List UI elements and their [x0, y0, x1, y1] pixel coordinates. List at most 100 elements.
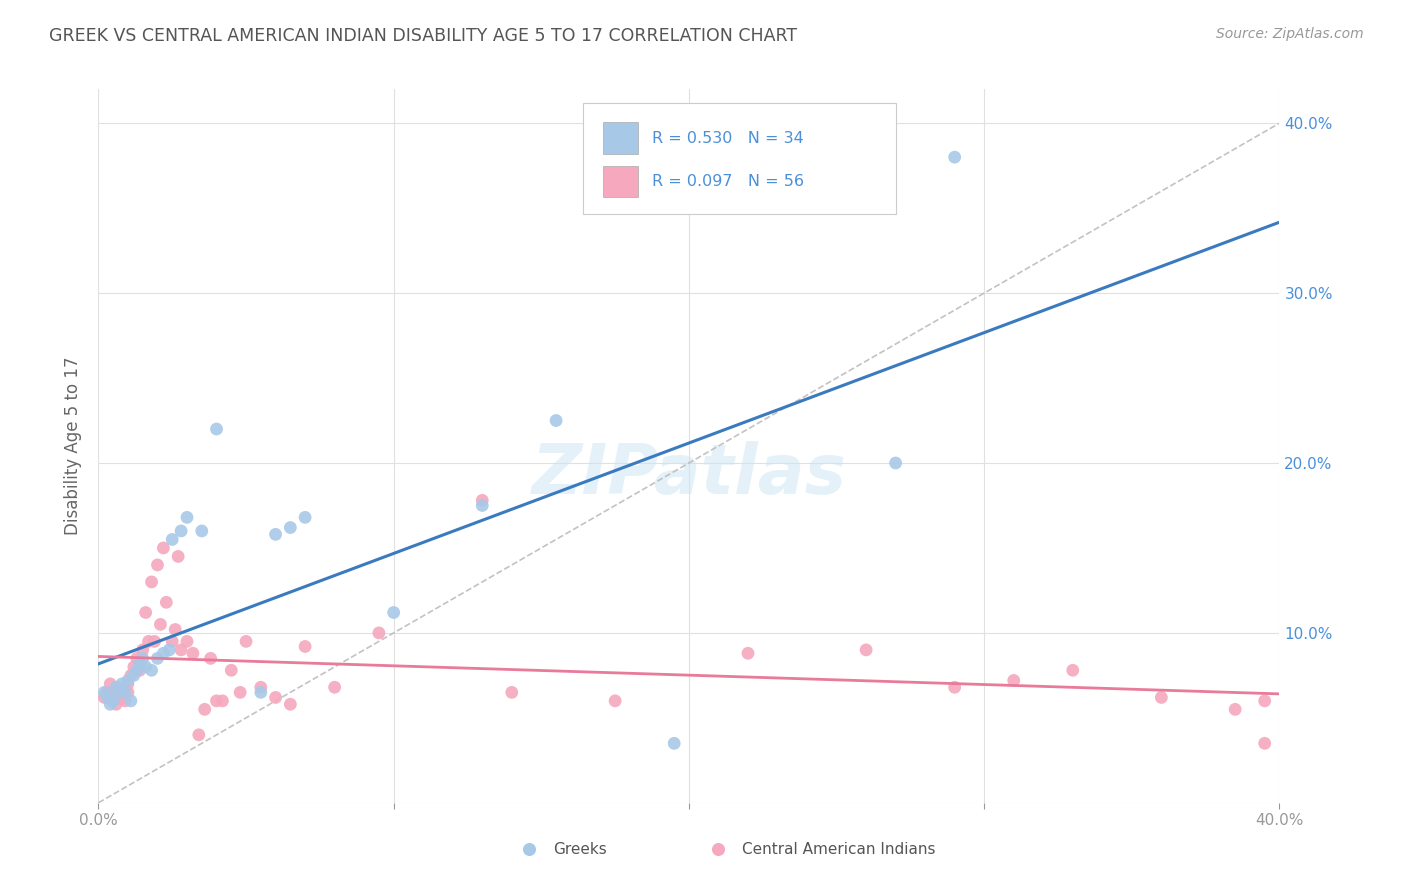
Point	[323, 680, 346, 694]
Point	[382, 606, 405, 620]
Point	[93, 690, 115, 705]
Bar	[603, 122, 638, 153]
Point	[146, 558, 169, 572]
Text: ZIPatlas: ZIPatlas	[531, 441, 846, 508]
Point	[125, 663, 148, 677]
Point	[1002, 673, 1025, 688]
Point	[111, 690, 134, 705]
Text: Source: ZipAtlas.com: Source: ZipAtlas.com	[1216, 27, 1364, 41]
Point	[1254, 736, 1277, 750]
Point	[855, 643, 877, 657]
Point	[117, 673, 139, 688]
Point	[205, 694, 228, 708]
Point	[737, 646, 759, 660]
Point	[125, 651, 148, 665]
Point	[117, 685, 139, 699]
Point	[132, 651, 155, 665]
Point	[122, 668, 145, 682]
Text: R = 0.530   N = 34: R = 0.530 N = 34	[652, 130, 804, 145]
Point	[176, 634, 198, 648]
Text: GREEK VS CENTRAL AMERICAN INDIAN DISABILITY AGE 5 TO 17 CORRELATION CHART: GREEK VS CENTRAL AMERICAN INDIAN DISABIL…	[49, 27, 797, 45]
Point	[278, 520, 302, 534]
Point	[264, 690, 287, 705]
Point	[501, 685, 523, 699]
Point	[943, 150, 966, 164]
Point	[170, 524, 193, 538]
Point	[108, 680, 131, 694]
Point	[211, 694, 233, 708]
Point	[114, 694, 136, 708]
Point	[155, 595, 177, 609]
Point	[135, 660, 157, 674]
Point	[143, 634, 166, 648]
Point	[96, 685, 118, 699]
Point	[149, 617, 172, 632]
Point	[170, 643, 193, 657]
Point	[194, 702, 217, 716]
Point	[278, 698, 302, 712]
Point	[264, 527, 287, 541]
Point	[128, 657, 150, 671]
Point	[96, 690, 118, 705]
Point	[141, 574, 163, 589]
Point	[176, 510, 198, 524]
Point	[157, 643, 180, 657]
Y-axis label: Disability Age 5 to 17: Disability Age 5 to 17	[65, 357, 83, 535]
Point	[205, 422, 228, 436]
Point	[128, 663, 150, 677]
Point	[152, 646, 174, 660]
Point	[108, 685, 131, 699]
Point	[471, 493, 494, 508]
Point	[103, 694, 125, 708]
Point	[1150, 690, 1173, 705]
Text: R = 0.097   N = 56: R = 0.097 N = 56	[652, 174, 804, 189]
Point	[229, 685, 252, 699]
Point	[105, 698, 128, 712]
Point	[122, 660, 145, 674]
Bar	[603, 166, 638, 197]
Point	[219, 663, 242, 677]
Point	[1254, 694, 1277, 708]
Point	[138, 634, 160, 648]
Point	[141, 663, 163, 677]
Point	[191, 524, 214, 538]
Point	[105, 685, 128, 699]
Point	[664, 736, 686, 750]
FancyBboxPatch shape	[582, 103, 896, 214]
Point	[250, 680, 273, 694]
Point	[98, 677, 121, 691]
Point	[884, 456, 907, 470]
Point	[132, 643, 155, 657]
Point	[135, 606, 157, 620]
Point	[165, 623, 187, 637]
Point	[105, 680, 128, 694]
Point	[120, 668, 142, 682]
Point	[162, 634, 183, 648]
Point	[98, 698, 121, 712]
Point	[93, 685, 115, 699]
Point	[103, 694, 125, 708]
Point	[167, 549, 190, 564]
Point	[120, 694, 142, 708]
Point	[368, 626, 391, 640]
Point	[471, 499, 494, 513]
Point	[181, 646, 204, 660]
Point	[117, 677, 139, 691]
Point	[146, 651, 169, 665]
Point	[1062, 663, 1084, 677]
Point	[187, 728, 209, 742]
Point	[1223, 702, 1246, 716]
Point	[943, 680, 966, 694]
Point	[152, 541, 174, 555]
Point	[114, 685, 136, 699]
Point	[546, 413, 568, 427]
Point	[162, 533, 183, 547]
Point	[605, 694, 627, 708]
Text: Central American Indians: Central American Indians	[742, 842, 935, 856]
Point	[250, 685, 273, 699]
Point	[200, 651, 222, 665]
Text: Greeks: Greeks	[553, 842, 607, 856]
Point	[111, 677, 134, 691]
Point	[294, 640, 316, 654]
Point	[235, 634, 257, 648]
